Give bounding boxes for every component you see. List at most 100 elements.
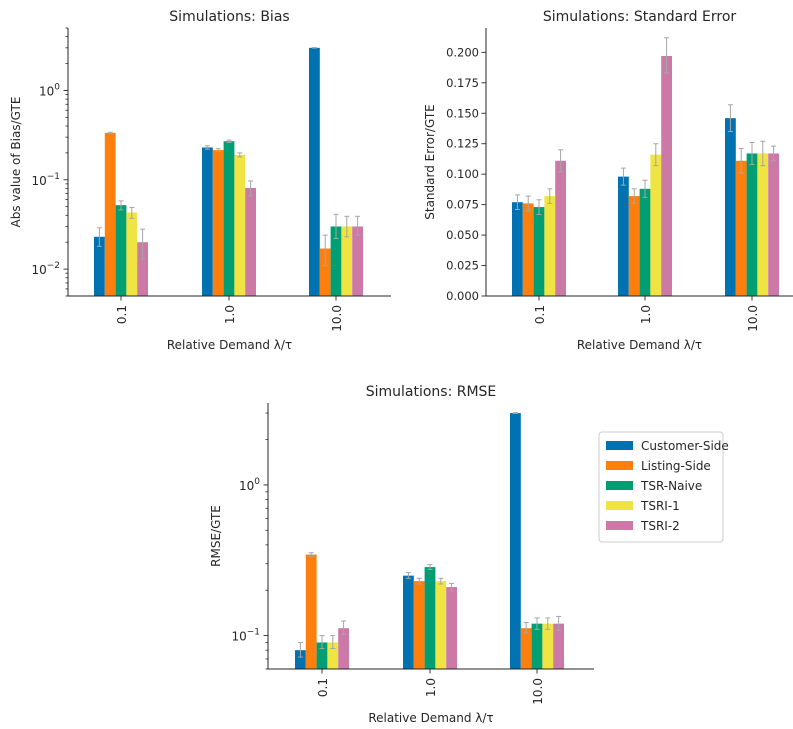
bar-listing-side-0.1 [104,132,116,296]
y-tick-exponent: 0 [254,477,260,487]
bar-listing-side-0.1 [305,554,317,669]
bar-tsri-2-10.0 [553,623,564,669]
bar-customer-side-10.0 [309,47,320,296]
legend-swatch [606,521,633,530]
x-tick-label: 10.0 [531,678,545,705]
chart-title: Simulations: Bias [169,9,289,25]
bar-tsri-2-1.0 [446,587,457,669]
y-tick-base: 10 [231,630,246,644]
bar-tsr-naive-0.1 [533,207,545,296]
bar-tsri-1-0.1 [126,212,138,296]
y-tick-label: 0.075 [446,198,479,212]
chart-title: Simulations: RMSE [366,384,497,400]
y-tick-label: 0.000 [446,289,479,303]
y-tick-exponent: −1 [47,172,60,182]
bar-customer-side-1.0 [202,147,213,296]
y-tick-label: 100 [39,82,60,98]
x-tick-label: 1.0 [424,678,438,697]
y-tick-base: 10 [39,84,54,98]
y-tick-base: 10 [31,263,46,277]
x-tick-label: 0.1 [316,678,330,697]
y-tick-label: 0.050 [446,228,479,242]
x-tick-label: 10.0 [746,305,760,332]
bar-tsri-2-10.0 [352,226,363,296]
bar-customer-side-1.0 [618,176,629,296]
legend-swatch [606,461,633,470]
y-tick-base: 10 [31,174,46,188]
bar-tsri-2-1.0 [245,187,256,296]
x-tick-label: 1.0 [223,305,237,324]
bar-customer-side-10.0 [510,413,521,669]
y-tick-exponent: −1 [247,628,260,638]
bar-tsri-1-10.0 [542,623,554,669]
y-tick-label: 0.200 [446,45,479,59]
bar-tsri-1-10.0 [341,226,353,296]
bar-tsri-1-1.0 [234,154,246,296]
x-tick-label: 0.1 [115,305,129,324]
y-tick-label: 100 [239,477,260,493]
bar-listing-side-1.0 [212,150,224,296]
y-tick-label: 0.175 [446,76,479,90]
bar-tsr-naive-0.1 [115,205,127,296]
x-tick-label: 0.1 [533,305,547,324]
bar-tsri-1-0.1 [327,642,339,669]
y-tick-label: 10−2 [31,261,60,277]
bar-customer-side-10.0 [725,118,736,297]
bar-tsri-2-0.1 [338,628,349,669]
bar-tsr-naive-1.0 [223,141,235,296]
bar-tsri-1-10.0 [757,153,769,296]
y-tick-label: 10−1 [31,172,60,188]
bar-customer-side-0.1 [295,650,306,669]
bar-listing-side-10.0 [735,160,747,296]
legend-label: Customer-Side [641,439,729,453]
bar-tsr-naive-10.0 [330,226,342,296]
bar-tsr-naive-1.0 [424,567,436,669]
y-tick-base: 10 [239,479,254,493]
bar-tsri-2-0.1 [555,160,566,296]
y-axis-label: Abs value of Bias/GTE [9,97,23,228]
chart-title: Simulations: Standard Error [543,9,737,25]
y-axis-label: RMSE/GTE [209,505,223,567]
bar-listing-side-1.0 [413,581,425,669]
bar-tsri-1-0.1 [544,196,556,296]
bar-listing-side-0.1 [522,203,534,296]
bar-tsr-naive-1.0 [639,188,651,296]
x-axis-label: Relative Demand λ/τ [167,338,292,352]
bar-tsri-1-1.0 [650,154,662,296]
y-tick-label: 0.125 [446,137,479,151]
bar-customer-side-0.1 [512,202,523,296]
x-tick-label: 1.0 [639,305,653,324]
y-tick-label: 0.100 [446,167,479,181]
x-axis-label: Relative Demand λ/τ [368,711,493,725]
legend-label: TSRI-1 [640,499,680,513]
legend-swatch [606,481,633,490]
bar-listing-side-10.0 [520,628,532,669]
y-axis-label: Standard Error/GTE [423,104,437,219]
bar-listing-side-10.0 [319,248,331,296]
bar-tsri-2-10.0 [768,153,779,296]
legend-label: TSRI-2 [640,519,680,533]
bar-tsr-naive-10.0 [531,623,543,669]
y-tick-label: 0.025 [446,259,479,273]
legend-swatch [606,501,633,510]
bar-tsr-naive-0.1 [316,642,328,669]
chart-se: Simulations: Standard Error 0.000 0.025 0.0… [423,9,793,352]
bar-tsri-2-0.1 [137,242,148,296]
bar-tsri-2-1.0 [661,56,672,296]
y-tick-label: 10−1 [231,628,260,644]
bar-customer-side-0.1 [94,236,105,296]
bar-customer-side-1.0 [403,575,414,669]
y-tick-exponent: −2 [47,261,60,271]
legend-swatch [606,441,633,450]
y-tick-exponent: 0 [54,82,60,92]
legend-label: Listing-Side [641,459,711,473]
bar-tsr-naive-10.0 [746,153,758,296]
x-tick-label: 10.0 [330,305,344,332]
bar-tsri-1-1.0 [435,581,447,669]
bar-listing-side-1.0 [628,196,640,296]
y-tick-label: 0.150 [446,106,479,120]
